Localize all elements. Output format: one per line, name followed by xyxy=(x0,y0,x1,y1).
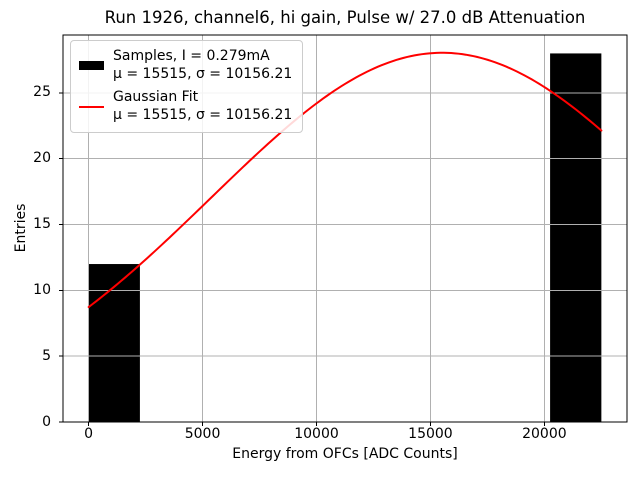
y-tick-label: 10 xyxy=(33,281,51,298)
x-tick-label: 5000 xyxy=(184,426,221,442)
samples-label: Samples, I = 0.279mA xyxy=(113,48,270,64)
chart-title: Run 1926, channel6, hi gain, Pulse w/ 27… xyxy=(104,8,586,27)
gaussian-fit-swatch xyxy=(79,105,104,108)
y-tick-label: 20 xyxy=(33,150,51,167)
gaussian-fit-params: μ = 15515, σ = 10156.21 xyxy=(113,106,293,123)
samples-fit-params: μ = 15515, σ = 10156.21 xyxy=(113,65,293,82)
x-tick-label: 0 xyxy=(84,426,94,442)
legend: Samples, I = 0.279mA μ = 15515, σ = 1015… xyxy=(70,40,303,133)
legend-text-gaussian-fit: Gaussian Fit μ = 15515, σ = 10156.21 xyxy=(113,89,292,124)
x-tick-label: 10000 xyxy=(294,426,339,442)
gaussian-fit-curve xyxy=(87,51,603,309)
black-patch-icon xyxy=(79,61,104,70)
x-tick-label: 15000 xyxy=(408,426,453,442)
histogram-bar xyxy=(550,53,602,423)
y-tick-label: 0 xyxy=(42,413,51,430)
axes-spines xyxy=(62,34,628,423)
gaussian-fit-label: Gaussian Fit xyxy=(113,89,199,105)
y-tick-label: 15 xyxy=(33,216,51,233)
y-tick-label: 5 xyxy=(42,347,51,364)
y-tick-label: 25 xyxy=(33,84,51,101)
red-line-icon xyxy=(79,105,104,108)
x-axis-label: Energy from OFCs [ADC Counts] xyxy=(232,446,458,462)
x-tick-label: 20000 xyxy=(522,426,567,442)
legend-entry-samples: Samples, I = 0.279mA μ = 15515, σ = 1015… xyxy=(79,45,293,86)
legend-entry-gaussian-fit: Gaussian Fit μ = 15515, σ = 10156.21 xyxy=(79,86,293,127)
legend-text-samples: Samples, I = 0.279mA μ = 15515, σ = 1015… xyxy=(113,48,292,83)
samples-swatch xyxy=(79,61,104,70)
